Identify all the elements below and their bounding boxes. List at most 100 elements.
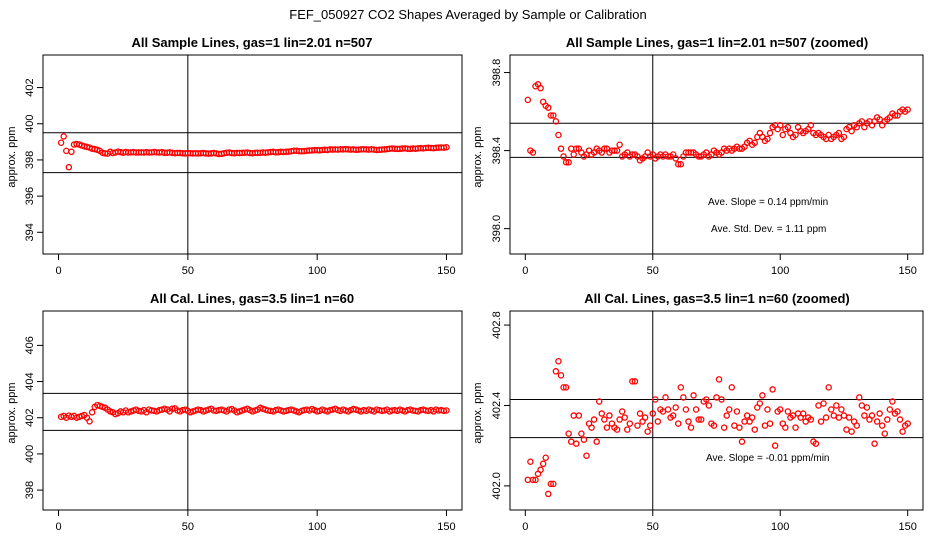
data-point — [65, 163, 73, 171]
data-point — [440, 407, 448, 415]
data-point — [621, 414, 628, 421]
x-tick-label: 100 — [308, 521, 326, 533]
annotation: Ave. Std. Dev. = 1.11 ppm — [711, 224, 826, 235]
data-point — [662, 394, 669, 401]
data-point — [57, 139, 65, 146]
y-tick-label: 400 — [24, 115, 36, 133]
x-tick-label: 50 — [647, 521, 659, 533]
data-point — [629, 378, 636, 385]
x-tick-label: 0 — [55, 265, 61, 277]
data-point — [807, 416, 815, 423]
data-point — [766, 420, 774, 427]
data-point — [848, 127, 855, 135]
data-point — [769, 386, 776, 393]
y-axis-label: approx. ppm — [6, 126, 18, 187]
data-point — [588, 424, 595, 431]
data-point — [685, 418, 692, 425]
x-tick-label: 50 — [182, 265, 194, 277]
data-point — [817, 418, 825, 425]
data-point — [646, 422, 654, 429]
data-point — [440, 144, 448, 151]
data-point — [565, 159, 572, 166]
panel-sample-lines: All Sample Lines, gas=1 lin=2.01 n=507 a… — [6, 35, 463, 277]
data-point — [443, 144, 450, 151]
data-point — [60, 133, 67, 140]
data-point — [550, 480, 557, 488]
data-point — [560, 384, 567, 391]
x-tick-label: 50 — [647, 265, 659, 277]
data-point — [675, 161, 682, 168]
data-point — [547, 112, 555, 119]
data-point — [820, 400, 827, 407]
data-point — [677, 161, 685, 168]
data-point — [736, 424, 743, 431]
data-point — [784, 408, 792, 415]
data-point — [891, 112, 899, 119]
data-point — [583, 452, 590, 459]
data-point — [603, 424, 611, 431]
data-point — [552, 118, 560, 125]
data-point — [590, 416, 598, 423]
data-point — [443, 407, 450, 414]
data-point — [672, 404, 679, 411]
data-point — [720, 424, 728, 431]
data-point — [792, 424, 799, 431]
figure-title: FEF_050927 CO2 Shapes Averaged by Sample… — [289, 7, 646, 22]
data-point — [863, 404, 871, 411]
data-point — [677, 384, 685, 391]
panel-title: All Sample Lines, gas=1 lin=2.01 n=507 (… — [566, 35, 868, 50]
data-point — [705, 402, 713, 409]
data-point — [703, 396, 710, 403]
data-point — [807, 121, 815, 129]
data-point — [634, 422, 641, 429]
y-tick-label: 396 — [24, 187, 36, 205]
plot-area: 0 50 100 150 398 400 402 404 406 — [24, 310, 463, 533]
plot-area: 0 50 100 150 398.0 398.4 398.8 Ave. Slope = 0.1… — [491, 54, 924, 277]
y-tick-label: 402.4 — [491, 392, 503, 420]
annotation: Ave. Slope = 0.14 ppm/min — [708, 197, 828, 208]
data-point — [601, 416, 608, 423]
data-point — [562, 384, 570, 391]
y-tick-label: 406 — [24, 336, 36, 354]
y-axis-label: approx. ppm — [6, 382, 18, 443]
data-point — [529, 476, 537, 484]
data-point — [562, 159, 570, 166]
data-point — [88, 409, 96, 416]
data-point — [715, 376, 723, 383]
data-point — [606, 412, 613, 419]
data-point — [881, 430, 889, 437]
data-point — [664, 406, 672, 413]
plot-area: 0 50 100 150 394 396 398 400 402 — [24, 54, 463, 277]
data-point — [782, 424, 789, 431]
data-point — [626, 420, 634, 427]
panel-cal-lines-zoomed: All Cal. Lines, gas=3.5 lin=1 n=60 (zoom… — [472, 291, 924, 533]
data-point — [723, 412, 730, 419]
data-point — [575, 412, 583, 419]
y-tick-label: 398 — [24, 481, 36, 499]
annotation: Ave. Slope = -0.01 ppm/min — [706, 453, 830, 464]
data-point — [613, 426, 621, 433]
data-point — [649, 410, 657, 417]
data-point — [835, 129, 843, 137]
plot-frame — [42, 310, 463, 511]
data-point — [544, 490, 552, 498]
data-point — [532, 476, 539, 484]
data-point — [539, 460, 547, 468]
x-tick-label: 100 — [308, 265, 326, 277]
x-tick-label: 150 — [437, 521, 455, 533]
data-point — [776, 121, 784, 129]
data-point — [812, 440, 820, 447]
data-point — [573, 145, 580, 152]
data-point — [878, 422, 886, 429]
data-point — [624, 426, 631, 433]
y-tick-label: 398.4 — [491, 137, 503, 165]
data-point — [833, 402, 840, 409]
data-point — [601, 145, 608, 152]
y-tick-label: 400 — [24, 445, 36, 463]
y-tick-label: 394 — [24, 223, 36, 241]
y-axis-label: approx. ppm — [472, 382, 484, 443]
data-point — [876, 410, 883, 417]
data-point — [725, 406, 733, 413]
